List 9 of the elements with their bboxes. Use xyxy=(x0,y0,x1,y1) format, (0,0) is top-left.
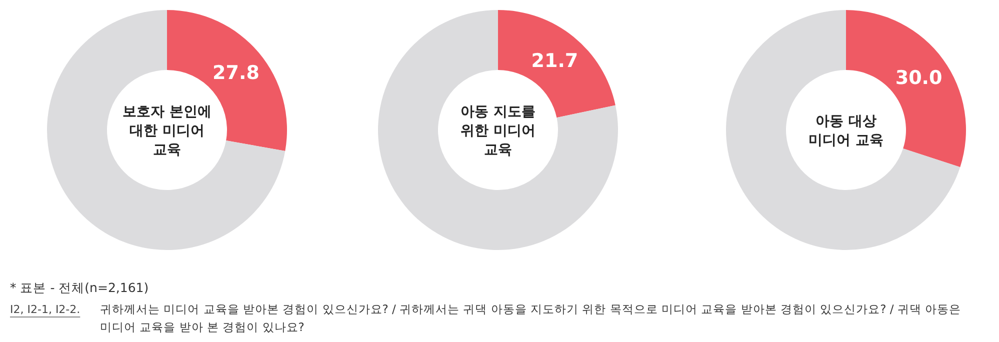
data-label: 30.0 xyxy=(895,67,942,90)
text: I2, I2-1, I2-2. xyxy=(10,303,80,316)
text: 보호자 본인에 대한 미디어 교육 xyxy=(122,104,212,158)
text: 귀하께서는 미디어 교육을 받아본 경험이 있으신가요? / 귀하께서는 귀댁 아동을 지도하기 위한 목적으로 미디어 교육을 받아본 경험이 있으신가요? / 귀댁 아동은 미디어 교육을 받아 본 경험이 있나요? xyxy=(100,302,962,334)
data-label: 27.8 xyxy=(212,62,260,84)
text: * 표본 - 전체(n=2,161) xyxy=(10,280,149,295)
text: 아동 대상 미디어 교육 xyxy=(808,114,884,148)
data-label: 21.7 xyxy=(531,50,578,72)
text: 아동 지도를 위한 미디어 교육 xyxy=(460,104,536,158)
